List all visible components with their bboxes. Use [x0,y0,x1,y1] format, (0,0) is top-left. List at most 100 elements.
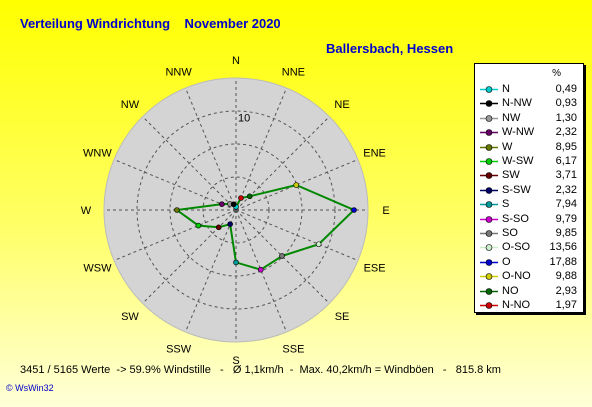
legend-value: 9,88 [555,270,577,283]
legend-entry: NO 2,93 [475,284,583,299]
legend-entry: N 0,49 [475,82,583,97]
legend-label: W-NW [502,126,535,139]
data-point-ene [293,182,300,188]
legend-unit: % [552,68,561,79]
legend-label: W [502,140,513,153]
legend-swatch [480,143,498,151]
legend-swatch [480,201,498,208]
legend-swatch [480,273,498,280]
legend-label: O-SO [502,241,531,254]
direction-label-ne: NE [334,99,349,111]
data-point-ne [246,193,253,200]
direction-label-sse: SSE [282,344,304,356]
grid-spoke [142,116,237,211]
legend-swatch [480,86,498,93]
legend-swatch [480,186,498,194]
legend-value: 1,97 [555,299,577,311]
direction-label-nne: NNE [282,66,305,78]
legend-entry: NW 1,30 [475,111,583,126]
legend-value: 13,56 [549,241,577,254]
grid-spoke [235,87,287,211]
legend-label: NW [502,111,521,124]
grid-spoke [113,159,237,211]
legend-value: 3,71 [555,169,577,182]
data-point-wsw [195,222,202,229]
data-point-ssw [227,221,233,227]
legend-label: NO [502,284,519,297]
grid-spoke [235,116,330,211]
legend-label: S [502,198,510,211]
data-point-sw [215,224,222,231]
legend-entry: O-NO 9,88 [475,269,583,284]
direction-label-nw: NW [121,99,140,111]
legend-value: 0,49 [555,83,577,95]
legend-value: 1,30 [555,111,577,124]
direction-label-wsw: WSW [83,262,112,274]
direction-label-s: S [232,355,239,367]
legend-value: 7,94 [555,198,577,211]
legend-entry: W-SW 6,17 [475,154,583,169]
grid-spoke [185,209,237,333]
grid-spoke [142,209,237,304]
legend-value: 9,85 [555,227,577,239]
legend-entry: N-NO 1,97 [475,298,583,313]
wind-series [174,182,357,273]
legend-label: SO [502,227,518,239]
legend-value: 2,32 [555,183,577,196]
data-point-ese [315,241,322,248]
direction-label-e: E [382,205,389,217]
legend-label: O [502,255,511,268]
legend-swatch [480,172,498,180]
data-point-e [351,207,357,213]
legend-value: 2,32 [555,126,577,139]
legend-label: N-NW [502,97,532,110]
data-point-nnw [230,201,237,208]
legend-entry: W-NW 2,32 [475,125,583,140]
data-point-se [279,253,285,259]
legend-label: S-SW [502,183,531,196]
legend-entry: O-SO 13,56 [475,240,583,255]
direction-label-wnw: WNW [83,148,112,160]
station-name: Ballersbach, Hessen [326,41,454,56]
legend-entry: SW 3,71 [475,168,583,183]
legend-label: N [502,83,510,95]
legend-swatch [480,100,498,108]
legend-value: 8,95 [555,140,577,153]
legend-swatch [480,129,498,136]
direction-label-se: SE [335,311,350,323]
grid-spoke [185,87,237,211]
legend: % N 0,49 N-NW 0,93 NW 1,30 W-NW 2,32 W 8,95 W-SW 6,… [474,63,584,313]
direction-label-n: N [232,55,240,67]
legend-swatch [480,302,498,309]
data-point-w [174,207,180,213]
data-point-s [233,259,239,266]
legend-swatch [480,258,498,266]
data-point-sse [257,266,264,273]
data-point-nne [238,195,244,201]
legend-swatch [480,287,498,295]
legend-swatch [480,114,498,122]
legend-swatch [480,158,498,165]
legend-label: W-SW [502,155,534,167]
direction-labels: N NNE NE ENE E ESE SE SSE S SSW SW WSW W WNW NW NNW [81,55,390,367]
direction-label-w: W [81,205,92,217]
direction-label-sw: SW [121,311,139,323]
data-point-wnw [219,201,225,207]
legend-value: 6,17 [555,155,577,167]
legend-value: 0,93 [555,97,577,110]
rose-grid: 10 [104,78,368,342]
credit: © WsWin32 [6,383,54,393]
chart-title: Verteilung Windrichtung November 2020 [20,16,281,31]
legend-value: 2,93 [555,284,577,297]
legend-entry: W 8,95 [475,140,583,155]
grid-spoke [235,209,359,261]
legend-value: 17,88 [549,255,577,268]
legend-label: O-NO [502,270,531,283]
legend-swatch [480,244,498,252]
legend-label: N-NO [502,299,531,311]
legend-entry: O 17,88 [475,255,583,270]
direction-label-ese: ESE [364,262,386,274]
legend-entry: N-NW 0,93 [475,96,583,111]
legend-entry: S-SO 9,79 [475,212,583,227]
